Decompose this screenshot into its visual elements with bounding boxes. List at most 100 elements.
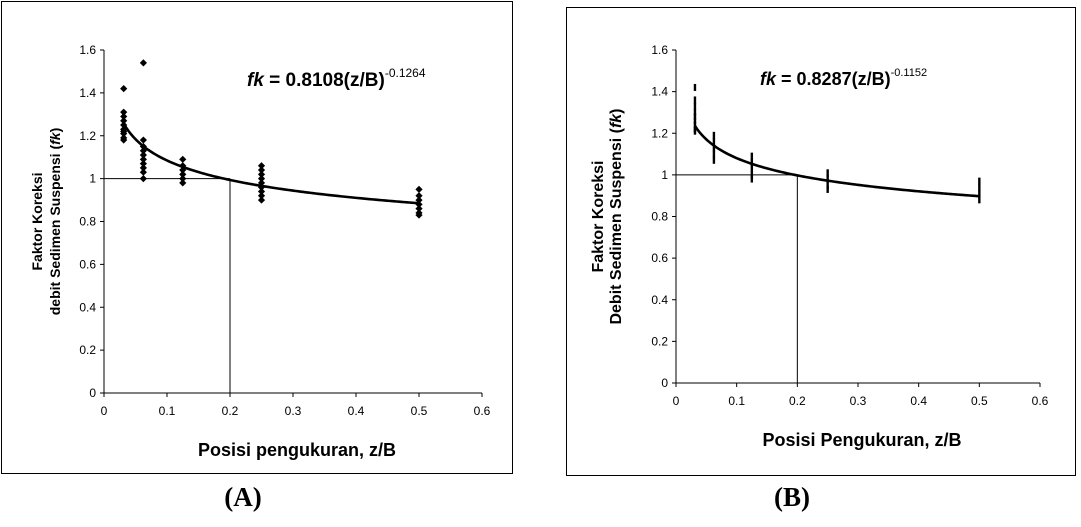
equation-label: fk = 0.8108(z/B)-0.1264	[247, 66, 426, 91]
y-tick-label: 1	[89, 172, 96, 186]
equation-lhs: fk	[247, 70, 265, 91]
data-point	[139, 164, 147, 172]
data-point	[712, 131, 716, 139]
data-point	[826, 181, 829, 189]
data-point	[978, 190, 981, 198]
data-point	[179, 175, 187, 183]
panel-b-frame	[566, 7, 1076, 476]
data-point	[179, 179, 187, 187]
x-tick-label: 0.1	[159, 404, 176, 418]
data-point	[712, 156, 716, 164]
data-point	[826, 169, 829, 177]
data-point	[978, 196, 981, 204]
y-tick-label: 0	[661, 376, 668, 390]
y-axis-title-line1: Faktor Koreksi	[29, 172, 45, 270]
data-point	[693, 102, 697, 110]
data-point	[139, 168, 147, 176]
data-point	[750, 158, 754, 166]
panel-a-frame	[1, 1, 513, 474]
x-axis-title: Posisi Pengukuran, z/B	[762, 430, 961, 450]
data-point	[693, 121, 697, 129]
data-point	[693, 127, 697, 135]
data-point	[139, 151, 147, 159]
data-point	[139, 175, 147, 183]
data-point	[179, 155, 187, 163]
data-point	[257, 162, 266, 170]
data-point	[712, 138, 716, 146]
data-point	[120, 136, 128, 144]
x-tick-label: 0.3	[850, 394, 867, 408]
data-point	[257, 196, 266, 204]
data-point	[139, 136, 147, 144]
data-point	[257, 175, 266, 183]
y-tick-label: 1.4	[651, 85, 668, 99]
x-tick-label: 0.2	[222, 404, 239, 418]
y-tick-label: 1	[661, 168, 668, 182]
data-point	[750, 175, 754, 183]
data-point	[750, 171, 754, 179]
data-point	[415, 211, 423, 219]
data-point	[693, 117, 697, 125]
x-axis-title: Posisi pengukuran, z/B	[198, 440, 396, 460]
data-point	[415, 185, 423, 193]
data-point	[139, 59, 147, 67]
y-axis-title-line1: Faktor Koreksi	[590, 160, 607, 272]
x-tick-label: 0.4	[348, 404, 365, 418]
y-tick-label: 0.8	[79, 215, 96, 229]
y-tick-label: 1.2	[651, 126, 668, 140]
x-tick-label: 0.4	[910, 394, 927, 408]
equation-exponent: -0.1264	[385, 66, 426, 80]
y-axis-title-line2: debit Sedimen Suspensi (fk)	[47, 128, 63, 316]
data-point	[826, 185, 829, 193]
panel-a-label: (A)	[224, 482, 262, 512]
y-tick-label: 0.2	[79, 343, 96, 357]
y-tick-label: 0.4	[651, 293, 668, 307]
x-tick-label: 0.6	[1032, 394, 1049, 408]
data-point	[712, 150, 716, 158]
data-point	[693, 113, 697, 121]
equation-label: fk = 0.8287(z/B)-0.1152	[760, 67, 927, 89]
data-point	[120, 108, 128, 116]
x-tick-label: 0.1	[728, 394, 745, 408]
data-point	[712, 144, 716, 152]
y-axis-title-line2: Debit Sedimen Suspensi (fk)	[608, 108, 625, 324]
x-tick-label: 0	[673, 394, 680, 408]
data-point	[750, 152, 754, 160]
data-point	[693, 83, 697, 91]
data-point	[139, 160, 147, 168]
y-tick-label: 0.6	[79, 257, 96, 271]
data-point	[120, 84, 128, 93]
data-point	[415, 205, 423, 213]
trend-curve	[122, 122, 420, 205]
data-point	[978, 177, 981, 185]
data-point	[120, 112, 128, 121]
data-point	[257, 187, 266, 196]
data-point	[120, 127, 128, 136]
x-tick-label: 0.2	[789, 394, 806, 408]
data-point	[179, 170, 187, 178]
x-tick-label: 0.3	[285, 404, 302, 418]
data-point	[257, 166, 266, 174]
y-tick-label: 0.8	[651, 210, 668, 224]
y-tick-label: 0.6	[651, 251, 668, 265]
data-point	[139, 155, 147, 163]
data-point	[693, 96, 697, 104]
panel-b-label: (B)	[774, 482, 810, 512]
x-tick-label: 0.5	[411, 404, 428, 418]
data-point	[257, 192, 266, 200]
equation-body: = 0.8287(z/B)	[776, 69, 891, 89]
data-point	[120, 117, 128, 125]
x-tick-label: 0	[101, 404, 108, 418]
y-tick-label: 0	[89, 386, 96, 400]
data-point	[978, 183, 981, 191]
equation-exponent: -0.1152	[891, 67, 928, 79]
equation-lhs: fk	[760, 69, 777, 89]
x-tick-label: 0.6	[474, 404, 491, 418]
x-tick-label: 0.5	[971, 394, 988, 408]
trend-curve	[693, 125, 980, 198]
y-tick-label: 0.4	[79, 300, 96, 314]
y-tick-label: 1.6	[651, 43, 668, 57]
y-tick-label: 1.4	[79, 86, 96, 100]
y-tick-label: 1.6	[79, 43, 96, 57]
